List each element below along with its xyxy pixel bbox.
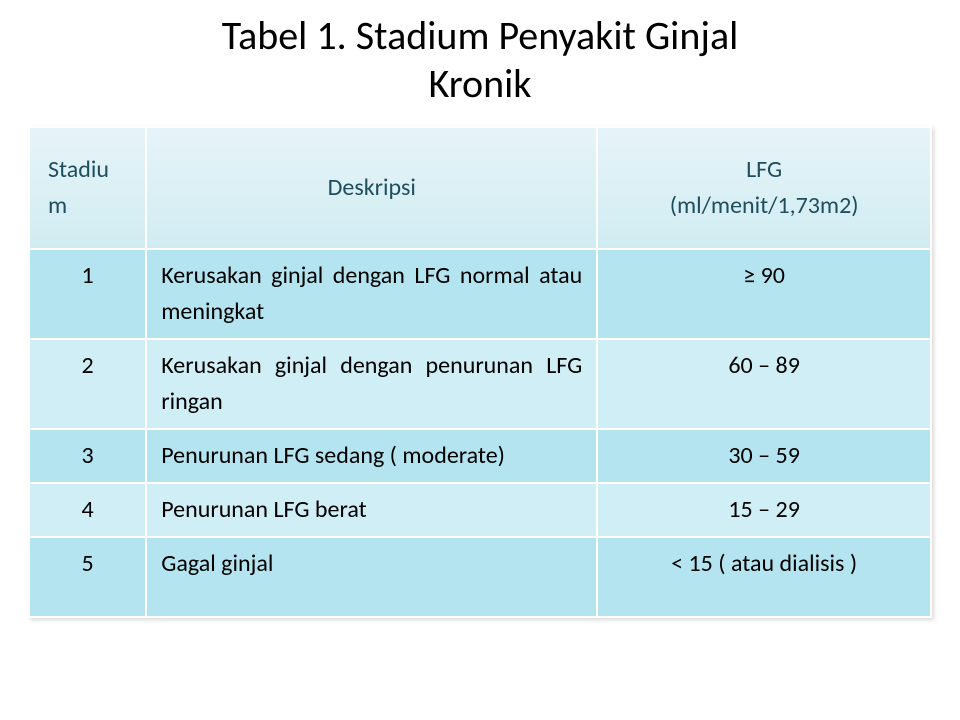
table-row: 5 Gagal ginjal < 15 ( atau dialisis ) bbox=[29, 537, 931, 617]
title-line-2: Kronik bbox=[429, 59, 532, 108]
cell-stadium: 5 bbox=[29, 537, 146, 617]
cell-deskripsi: Kerusakan ginjal dengan penurunan LFG ri… bbox=[146, 339, 597, 429]
header-lfg: LFG (ml/menit/1,73m2) bbox=[597, 127, 931, 249]
table-row: 4 Penurunan LFG berat 15 – 29 bbox=[29, 483, 931, 537]
cell-deskripsi: Penurunan LFG sedang ( moderate) bbox=[146, 429, 597, 483]
cell-lfg: 60 – 89 bbox=[597, 339, 931, 429]
table-row: 1 Kerusakan ginjal dengan LFG normal ata… bbox=[29, 249, 931, 339]
cell-deskripsi: Gagal ginjal bbox=[146, 537, 597, 617]
cell-deskripsi: Penurunan LFG berat bbox=[146, 483, 597, 537]
cell-stadium: 1 bbox=[29, 249, 146, 339]
table-header-row: Stadium Deskripsi LFG (ml/menit/1,73m2) bbox=[29, 127, 931, 249]
cell-lfg: < 15 ( atau dialisis ) bbox=[597, 537, 931, 617]
header-deskripsi: Deskripsi bbox=[146, 127, 597, 249]
stadium-table-container: Stadium Deskripsi LFG (ml/menit/1,73m2) … bbox=[28, 126, 932, 618]
table-row: 2 Kerusakan ginjal dengan penurunan LFG … bbox=[29, 339, 931, 429]
page-title: Tabel 1. Stadium Penyakit Ginjal Kronik bbox=[0, 0, 960, 108]
header-lfg-line2: (ml/menit/1,73m2) bbox=[608, 188, 920, 224]
cell-lfg: 15 – 29 bbox=[597, 483, 931, 537]
header-stadium-text: Stadium bbox=[48, 152, 118, 224]
cell-deskripsi: Kerusakan ginjal dengan LFG normal atau … bbox=[146, 249, 597, 339]
header-stadium: Stadium bbox=[29, 127, 146, 249]
header-lfg-line1: LFG bbox=[746, 155, 782, 184]
cell-stadium: 4 bbox=[29, 483, 146, 537]
stadium-table: Stadium Deskripsi LFG (ml/menit/1,73m2) … bbox=[28, 126, 932, 618]
cell-stadium: 3 bbox=[29, 429, 146, 483]
cell-lfg: 30 – 59 bbox=[597, 429, 931, 483]
cell-lfg: ≥ 90 bbox=[597, 249, 931, 339]
table-row: 3 Penurunan LFG sedang ( moderate) 30 – … bbox=[29, 429, 931, 483]
cell-deskripsi-text: Penurunan LFG sedang ( moderate) bbox=[161, 438, 582, 474]
cell-stadium: 2 bbox=[29, 339, 146, 429]
title-line-1: Tabel 1. Stadium Penyakit Ginjal bbox=[222, 11, 739, 60]
